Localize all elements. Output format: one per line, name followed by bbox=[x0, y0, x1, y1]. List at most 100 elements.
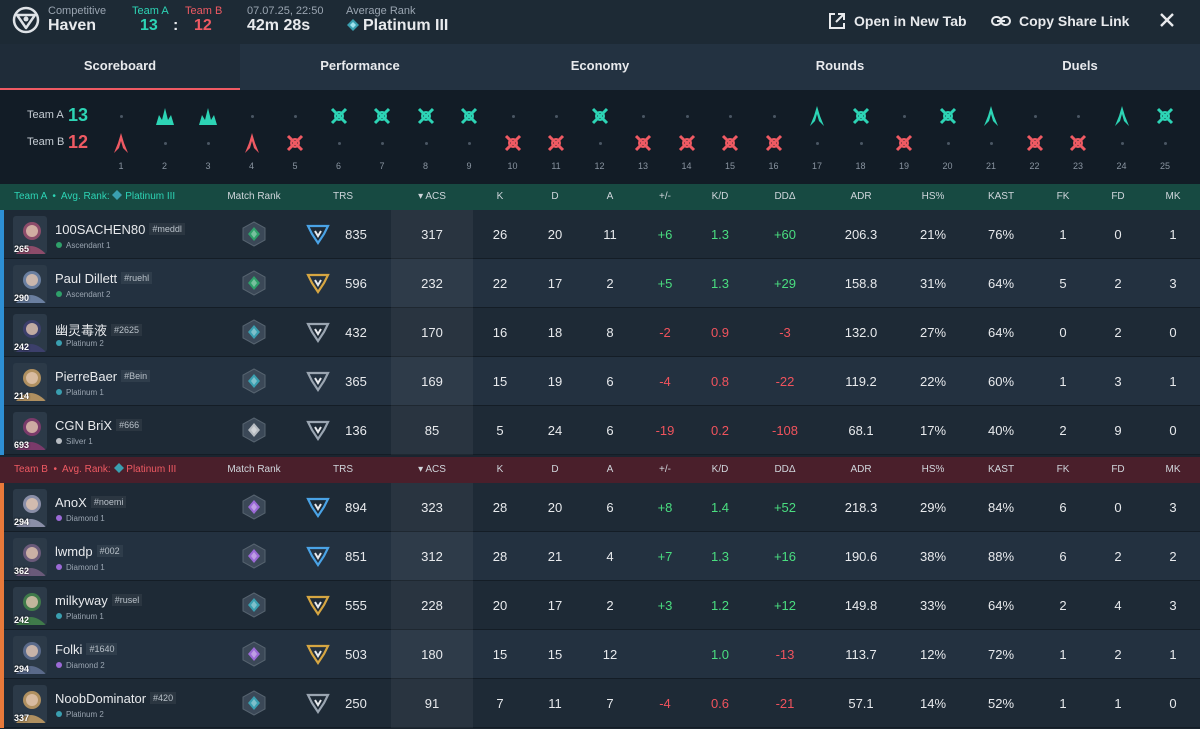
round-defuse-icon[interactable] bbox=[1154, 105, 1176, 127]
round-elimination-icon[interactable] bbox=[154, 105, 176, 127]
column-header-mk[interactable]: MK bbox=[1165, 191, 1181, 202]
round-defuse-icon[interactable] bbox=[763, 132, 785, 154]
column-header-k-d[interactable]: K/D bbox=[711, 191, 729, 202]
round-defuse-icon[interactable] bbox=[632, 132, 654, 154]
player-row[interactable]: 294 AnoX #noemi Diamond 1 894 323 28 20 6 +8 1.4 +5… bbox=[0, 483, 1200, 532]
column-header-dd-[interactable]: DDΔ bbox=[774, 464, 796, 475]
column-header-k[interactable]: K bbox=[496, 464, 504, 475]
player-row[interactable]: 693 CGN BriX #666 Silver 1 136 85 5 24 6 -19 0.2 -1… bbox=[0, 406, 1200, 455]
column-header-d[interactable]: D bbox=[551, 464, 559, 475]
round-defuse-icon[interactable] bbox=[545, 132, 567, 154]
column-header-fd[interactable]: FD bbox=[1111, 464, 1125, 475]
tab-scoreboard[interactable]: Scoreboard bbox=[0, 44, 240, 90]
column-header-k[interactable]: K bbox=[496, 191, 504, 202]
column-header-fd[interactable]: FD bbox=[1111, 191, 1125, 202]
round-defuse-icon[interactable] bbox=[850, 105, 872, 127]
tab-rounds[interactable]: Rounds bbox=[815, 58, 865, 73]
player-name-link[interactable]: 幽灵毒液 #2625 bbox=[55, 320, 143, 339]
round-defuse-icon[interactable] bbox=[937, 105, 959, 127]
tab-performance[interactable]: Performance bbox=[320, 58, 400, 73]
column-header-dd-[interactable]: DDΔ bbox=[774, 191, 796, 202]
round-defuse-icon[interactable] bbox=[284, 132, 306, 154]
player-name-link[interactable]: NoobDominator #420 bbox=[55, 691, 177, 706]
column-header-acs[interactable]: ▾ ACS bbox=[418, 191, 446, 202]
agent-avatar[interactable] bbox=[13, 489, 47, 527]
open-new-tab-button[interactable]: Open in New Tab bbox=[828, 10, 967, 32]
tab-economy[interactable]: Economy bbox=[570, 58, 630, 73]
close-icon[interactable] bbox=[1156, 9, 1178, 31]
round-defuse-icon[interactable] bbox=[719, 132, 741, 154]
round-empty-dot bbox=[163, 142, 167, 145]
round-number: 6 bbox=[335, 161, 341, 171]
timeline-team-b-label: Team B bbox=[27, 136, 65, 148]
agent-avatar[interactable] bbox=[13, 412, 47, 450]
tab-duels[interactable]: Duels bbox=[1062, 58, 1098, 73]
agent-avatar[interactable] bbox=[13, 685, 47, 723]
player-name-link[interactable]: 100SACHEN80 #meddl bbox=[55, 222, 185, 237]
column-header-d[interactable]: D bbox=[551, 191, 559, 202]
agent-avatar[interactable] bbox=[13, 538, 47, 576]
round-spike-icon[interactable] bbox=[110, 132, 132, 154]
round-elimination-icon[interactable] bbox=[197, 105, 219, 127]
column-header-adr[interactable]: ADR bbox=[850, 464, 872, 475]
column-header-a[interactable]: A bbox=[606, 191, 614, 202]
player-row[interactable]: 242 milkyway #rusel Platinum 1 555 228 20 17 2 +3… bbox=[0, 581, 1200, 630]
column-header--[interactable]: +/- bbox=[659, 464, 671, 475]
round-number: 8 bbox=[422, 161, 428, 171]
player-name-link[interactable]: AnoX #noemi bbox=[55, 495, 127, 510]
column-header-fk[interactable]: FK bbox=[1056, 191, 1070, 202]
round-defuse-icon[interactable] bbox=[415, 105, 437, 127]
stat-fd: 2 bbox=[1114, 549, 1122, 564]
agent-avatar[interactable] bbox=[13, 363, 47, 401]
agent-avatar[interactable] bbox=[13, 587, 47, 625]
player-row[interactable]: 265 100SACHEN80 #meddl Ascendant 1 835 317 26 2… bbox=[0, 210, 1200, 259]
column-header-hs-[interactable]: HS% bbox=[921, 191, 945, 202]
player-row[interactable]: 214 PierreBaer #Bein Platinum 1 365 169 15 19 6 -… bbox=[0, 357, 1200, 406]
column-header-hs-[interactable]: HS% bbox=[921, 464, 945, 475]
round-spike-icon[interactable] bbox=[1111, 105, 1133, 127]
agent-avatar[interactable] bbox=[13, 265, 47, 303]
round-spike-icon[interactable] bbox=[806, 105, 828, 127]
stat-mk: 1 bbox=[1169, 374, 1177, 389]
player-row[interactable]: 362 lwmdp #002 Diamond 1 851 312 28 21 4 +7 1.3 +16… bbox=[0, 532, 1200, 581]
column-header-adr[interactable]: ADR bbox=[850, 191, 872, 202]
column-header-trs[interactable]: TRS bbox=[333, 464, 353, 475]
stat-trs: 136 bbox=[345, 423, 367, 438]
round-defuse-icon[interactable] bbox=[502, 132, 524, 154]
player-name-link[interactable]: Paul Dillett #ruehl bbox=[55, 271, 153, 286]
round-defuse-icon[interactable] bbox=[589, 105, 611, 127]
round-defuse-icon[interactable] bbox=[328, 105, 350, 127]
player-name-link[interactable]: milkyway #rusel bbox=[55, 593, 143, 608]
round-defuse-icon[interactable] bbox=[1024, 132, 1046, 154]
player-row[interactable]: 294 Folki #1640 Diamond 2 503 180 15 15 12 1.0 -13… bbox=[0, 630, 1200, 679]
player-name-link[interactable]: Folki #1640 bbox=[55, 642, 118, 657]
column-header-kast[interactable]: KAST bbox=[987, 464, 1015, 475]
column-header-fk[interactable]: FK bbox=[1056, 464, 1070, 475]
copy-share-link-button[interactable]: Copy Share Link bbox=[991, 10, 1129, 32]
round-defuse-icon[interactable] bbox=[676, 132, 698, 154]
player-row[interactable]: 337 NoobDominator #420 Platinum 2 250 91 7 11 7-… bbox=[0, 679, 1200, 728]
column-header-k-d[interactable]: K/D bbox=[711, 464, 729, 475]
player-row[interactable]: 242 幽灵毒液 #2625 Platinum 2 432 170 16 18 8 -2 0.9 -3… bbox=[0, 308, 1200, 357]
agent-avatar[interactable] bbox=[13, 314, 47, 352]
player-name-link[interactable]: CGN BriX #666 bbox=[55, 418, 143, 433]
player-row[interactable]: 290 Paul Dillett #ruehl Ascendant 2 596 232 22… bbox=[0, 259, 1200, 308]
round-defuse-icon[interactable] bbox=[371, 105, 393, 127]
column-header-trs[interactable]: TRS bbox=[333, 191, 353, 202]
player-name-link[interactable]: PierreBaer #Bein bbox=[55, 369, 151, 384]
round-defuse-icon[interactable] bbox=[458, 105, 480, 127]
column-header-a[interactable]: A bbox=[606, 464, 614, 475]
agent-avatar[interactable] bbox=[13, 636, 47, 674]
column-header-acs[interactable]: ▾ ACS bbox=[418, 464, 446, 475]
player-current-rank: Silver 1 bbox=[56, 437, 93, 446]
column-header--[interactable]: +/- bbox=[659, 191, 671, 202]
column-header-mk[interactable]: MK bbox=[1165, 464, 1181, 475]
player-name-link[interactable]: lwmdp #002 bbox=[55, 544, 123, 559]
agent-avatar[interactable] bbox=[13, 216, 47, 254]
round-spike-icon[interactable] bbox=[241, 132, 263, 154]
round-defuse-icon[interactable] bbox=[893, 132, 915, 154]
column-header-kast[interactable]: KAST bbox=[987, 191, 1015, 202]
round-defuse-icon[interactable] bbox=[1067, 132, 1089, 154]
stat-a: 6 bbox=[606, 374, 614, 389]
round-spike-icon[interactable] bbox=[980, 105, 1002, 127]
